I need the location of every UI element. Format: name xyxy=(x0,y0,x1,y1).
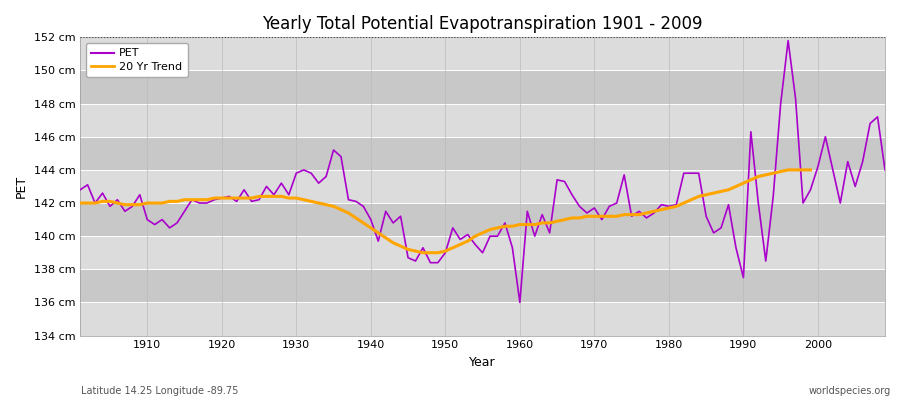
Y-axis label: PET: PET xyxy=(15,175,28,198)
Bar xyxy=(80,269,885,302)
X-axis label: Year: Year xyxy=(469,356,496,369)
Bar xyxy=(80,302,885,336)
Bar xyxy=(80,37,885,70)
Text: worldspecies.org: worldspecies.org xyxy=(809,386,891,396)
Bar xyxy=(80,203,885,236)
Text: Latitude 14.25 Longitude -89.75: Latitude 14.25 Longitude -89.75 xyxy=(81,386,239,396)
Bar xyxy=(80,137,885,170)
Bar xyxy=(80,170,885,203)
Bar xyxy=(80,104,885,137)
Bar xyxy=(80,70,885,104)
Title: Yearly Total Potential Evapotranspiration 1901 - 2009: Yearly Total Potential Evapotranspiratio… xyxy=(262,15,703,33)
Bar xyxy=(80,236,885,269)
Legend: PET, 20 Yr Trend: PET, 20 Yr Trend xyxy=(86,43,188,77)
